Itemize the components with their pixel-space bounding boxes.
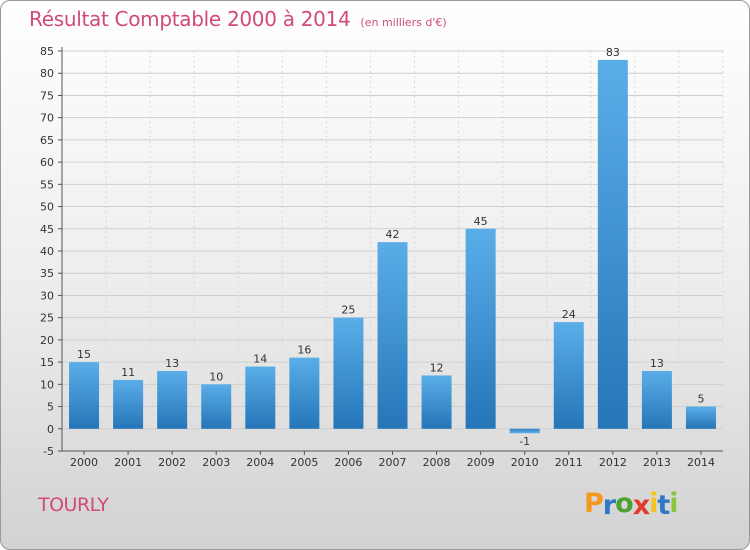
y-tick-label: 50 [40, 201, 54, 214]
bar-2012 [597, 59, 628, 429]
x-tick-label: 2006 [334, 456, 362, 469]
value-label-2012: 83 [606, 46, 620, 59]
chart-title: Résultat Comptable 2000 à 2014 [29, 7, 351, 31]
logo-letter: i [669, 488, 678, 519]
commune-name: TOURLY [38, 494, 109, 516]
bar-2000 [69, 362, 100, 429]
bar-2014 [685, 406, 716, 429]
x-tick-label: 2009 [467, 456, 495, 469]
bar-2007 [377, 242, 408, 429]
x-tick-label: 2004 [246, 456, 274, 469]
x-tick-label: 2013 [643, 456, 671, 469]
value-label-2011: 24 [562, 308, 576, 321]
proxiti-logo: Proxiti [584, 488, 679, 521]
y-tick-label: 30 [40, 289, 54, 302]
value-label-2008: 12 [430, 361, 444, 374]
x-tick-label: 2005 [290, 456, 318, 469]
bar-2002 [157, 371, 188, 429]
value-label-2004: 14 [253, 353, 267, 366]
y-tick-label: 40 [40, 245, 54, 258]
y-tick-label: 15 [40, 356, 54, 369]
y-tick-label: 65 [40, 134, 54, 147]
value-label-2005: 16 [297, 344, 311, 357]
value-label-2010: -1 [519, 435, 530, 448]
value-label-2014: 5 [697, 393, 704, 406]
logo-letter: x [632, 490, 650, 521]
value-label-2001: 11 [121, 366, 135, 379]
x-tick-label: 2011 [555, 456, 583, 469]
y-tick-label: -5 [43, 445, 54, 458]
logo-letter: i [649, 488, 658, 519]
bar-2001 [113, 379, 144, 429]
value-label-2000: 15 [77, 348, 91, 361]
y-tick-label: 5 [47, 401, 54, 414]
bar-2009 [465, 228, 496, 429]
bar-2008 [421, 375, 452, 429]
bar-2013 [641, 371, 672, 429]
logo-letter: r [602, 490, 616, 521]
y-tick-label: 10 [40, 378, 54, 391]
x-tick-label: 2003 [202, 456, 230, 469]
y-tick-label: 85 [40, 45, 54, 58]
y-tick-label: 55 [40, 178, 54, 191]
x-tick-label: 2007 [379, 456, 407, 469]
logo-letter: o [615, 488, 634, 519]
chart-unit: (en milliers d'€) [360, 16, 447, 29]
y-tick-label: 60 [40, 156, 54, 169]
x-tick-label: 2008 [423, 456, 451, 469]
y-tick-label: 0 [47, 423, 54, 436]
x-tick-label: 2012 [599, 456, 627, 469]
bar-2004 [245, 366, 276, 429]
y-tick-label: 70 [40, 112, 54, 125]
value-label-2006: 25 [341, 304, 355, 317]
y-tick-label: 35 [40, 267, 54, 280]
value-label-2003: 10 [209, 370, 223, 383]
x-tick-label: 2002 [158, 456, 186, 469]
bar-2011 [553, 322, 584, 429]
x-tick-label: 2010 [511, 456, 539, 469]
bar-2010 [509, 428, 540, 434]
x-tick-label: 2000 [70, 456, 98, 469]
value-label-2009: 45 [474, 215, 488, 228]
bar-2006 [333, 317, 364, 429]
chart-title-block: Résultat Comptable 2000 à 2014 (en millie… [29, 7, 447, 31]
x-tick-label: 2001 [114, 456, 142, 469]
bar-2003 [201, 384, 232, 429]
value-label-2002: 13 [165, 357, 179, 370]
y-tick-label: 45 [40, 223, 54, 236]
y-tick-label: 20 [40, 334, 54, 347]
value-label-2013: 13 [650, 357, 664, 370]
y-tick-label: 80 [40, 67, 54, 80]
x-tick-label: 2014 [687, 456, 715, 469]
y-tick-label: 75 [40, 89, 54, 102]
logo-letter: P [584, 488, 604, 519]
bar-2005 [289, 357, 320, 429]
logo-letter: t [657, 490, 670, 521]
y-tick-label: 25 [40, 312, 54, 325]
value-label-2007: 42 [386, 228, 400, 241]
